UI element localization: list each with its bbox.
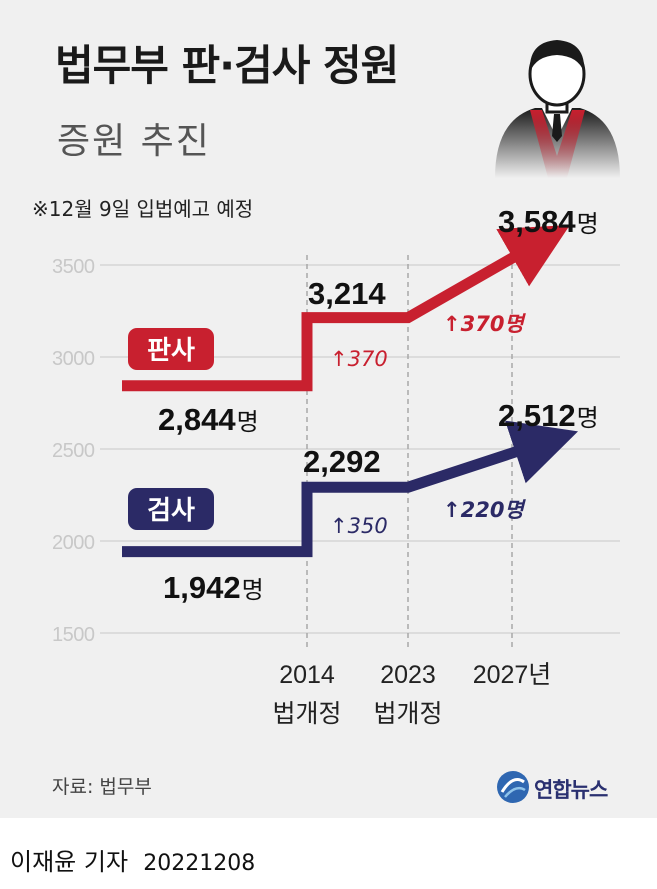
series-line-prosecutor <box>122 420 579 558</box>
increase-label: ↑370명 <box>443 312 526 336</box>
increase-label: ↑370 <box>330 347 388 371</box>
x-tick-sublabel: 법개정 <box>272 699 341 728</box>
series-line-judge <box>122 224 570 392</box>
staffing-chart: 1500 2000 2500 3000 3500 2014 법개정 2023 법개정 2027년… <box>52 204 620 728</box>
x-tick-label: 2014 <box>279 661 335 689</box>
mid-value-label: 2,292 <box>303 444 381 479</box>
credit-date: 20221208 <box>143 851 256 876</box>
data-source: 자료: 법무부 <box>52 776 152 798</box>
brand-name: 연합뉴스 <box>534 778 608 802</box>
end-value-label: 3,584명 <box>498 204 599 239</box>
yonhap-logo-icon <box>497 771 529 803</box>
infographic-card: 법무부 판·검사 정원 증원 추진 ※12월 9일 입법예고 예정 <box>0 0 657 818</box>
page-subtitle: 증원 추진 <box>57 121 211 162</box>
x-tick-sublabel: 법개정 <box>373 699 442 728</box>
increase-label: ↑220명 <box>443 498 526 522</box>
person-in-robe-icon <box>495 40 620 178</box>
reporter-name: 이재윤 기자 <box>10 848 129 876</box>
mid-value-label: 3,214 <box>308 276 386 311</box>
start-value-label: 2,844명 <box>158 402 259 437</box>
series-badge <box>128 328 214 370</box>
x-tick-label: 2023 <box>380 661 436 689</box>
y-tick-label: 2500 <box>52 440 95 462</box>
reporter-credit: 이재윤 기자 20221208 <box>10 842 255 877</box>
series-name-label: 검사 <box>147 496 195 526</box>
schedule-note: ※12월 9일 입법예고 예정 <box>32 197 254 221</box>
start-value-label: 1,942명 <box>163 570 264 605</box>
credit-bar: 이재윤 기자 20221208 <box>0 818 657 889</box>
x-tick-label: 2027년 <box>473 661 552 689</box>
series-badge <box>128 488 214 530</box>
y-tick-label: 3000 <box>52 348 95 370</box>
end-value-label: 2,512명 <box>498 398 599 433</box>
y-tick-label: 1500 <box>52 624 95 646</box>
series-name-label: 판사 <box>147 336 195 366</box>
brand-logo: 연합뉴스 <box>496 770 608 808</box>
y-tick-label: 3500 <box>52 256 95 278</box>
page-title: 법무부 판·검사 정원 <box>55 41 399 90</box>
y-tick-label: 2000 <box>52 532 95 554</box>
increase-label: ↑350 <box>330 514 388 538</box>
